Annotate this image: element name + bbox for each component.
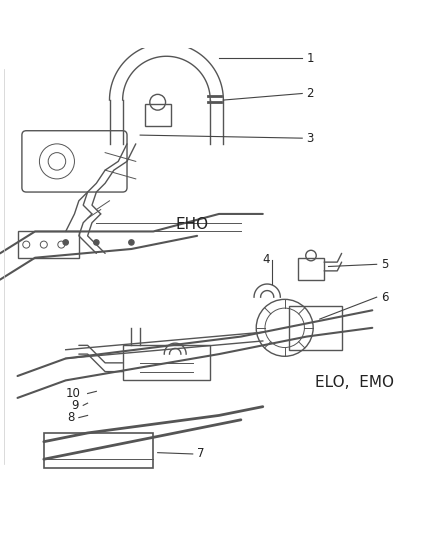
Bar [123,345,210,381]
Circle shape [63,240,68,245]
Bar [298,258,324,280]
Text: 4: 4 [263,253,270,266]
Text: ELO,  EMO: ELO, EMO [315,375,394,390]
Text: 3: 3 [307,132,314,144]
Circle shape [94,240,99,245]
Circle shape [129,240,134,245]
Bar [289,306,342,350]
Text: 2: 2 [307,87,314,100]
Text: 9: 9 [71,399,79,412]
Text: 6: 6 [381,290,389,304]
Text: 1: 1 [307,52,314,65]
Text: EHO: EHO [175,217,208,232]
Bar [44,433,153,468]
Bar [18,231,79,258]
Text: 10: 10 [66,387,81,400]
Text: 7: 7 [197,448,205,461]
Text: 5: 5 [381,258,389,271]
Text: 8: 8 [67,411,74,424]
